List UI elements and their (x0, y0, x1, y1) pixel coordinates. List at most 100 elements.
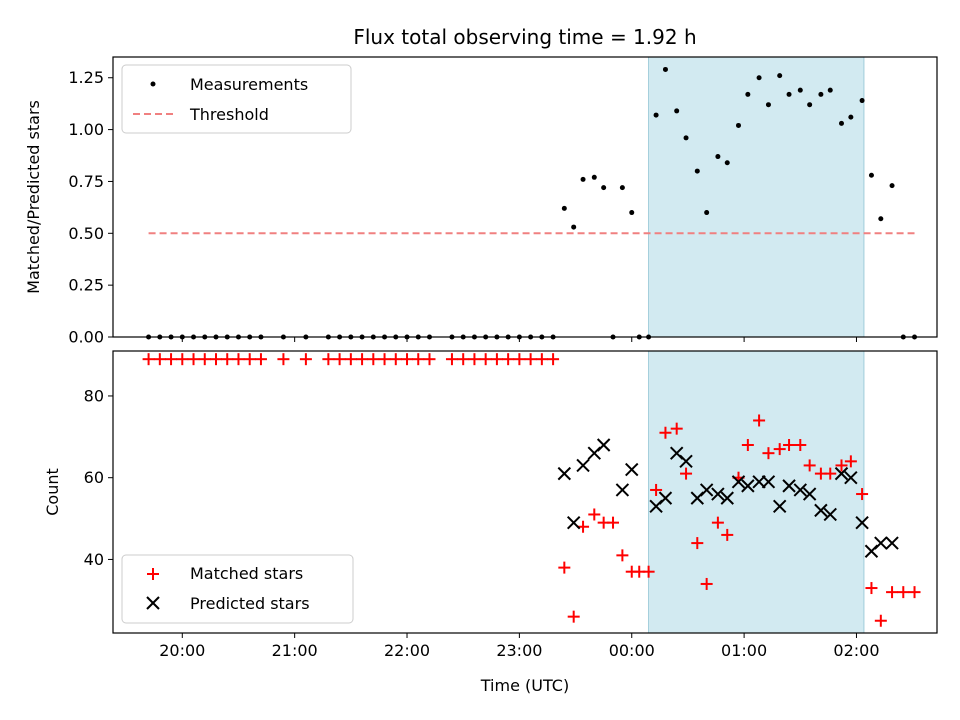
y-tick-label: 0.00 (68, 328, 104, 347)
y-tick-label: 1.25 (68, 68, 104, 87)
matched-star-point (908, 586, 921, 599)
matched-star-point (221, 353, 234, 366)
matched-star-point (650, 483, 663, 496)
matched-star-point (721, 528, 734, 541)
bottom-axes-frame (112, 350, 938, 634)
measurement-point (601, 185, 607, 191)
predicted-star-point (782, 479, 796, 493)
legend-measurements-label: Measurements (190, 75, 308, 94)
matched-star-point (558, 561, 571, 574)
matched-star-point (691, 537, 704, 550)
matched-star-point (670, 422, 683, 435)
bottom-y-axis-label: Count (43, 468, 62, 516)
matched-star-point (142, 353, 155, 366)
predicted-star-point (557, 466, 572, 481)
predicted-star-point (793, 483, 807, 497)
x-tick-label: 23:00 (496, 641, 542, 660)
chart-title: Flux total observing time = 1.92 h (353, 25, 696, 49)
matched-star-point (457, 353, 470, 366)
x-tick-label: 02:00 (833, 641, 879, 660)
measurement-point (683, 135, 689, 141)
predicted-star-point (814, 503, 828, 518)
matched-star-point (299, 353, 312, 366)
y-tick-label: 0.25 (68, 276, 104, 295)
top-axes-frame (112, 56, 938, 338)
bottom-axis-ticks: 40 60 80 20:00 21:00 22:00 23:00 00:00 01:00 02:0… (84, 386, 880, 660)
x-tick-label: 21:00 (272, 641, 318, 660)
bottom-legend: Matched stars Predicted stars (121, 554, 354, 624)
x-tick-label: 00:00 (609, 641, 655, 660)
top-legend: Measurements Threshold (121, 64, 352, 134)
measurement-point (827, 87, 833, 93)
matched-star-point (187, 353, 200, 366)
matched-star-point (490, 353, 503, 366)
matched-star-point (700, 577, 713, 590)
matched-star-point (198, 353, 211, 366)
matched-star-point (567, 610, 580, 623)
measurement-point (735, 122, 741, 128)
x-axis-label: Time (UTC) (480, 676, 569, 695)
x-tick-label: 20:00 (159, 641, 205, 660)
matched-star-point (367, 353, 380, 366)
measurement-point (591, 174, 597, 180)
measurement-point (765, 102, 771, 108)
matched-star-point (356, 353, 369, 366)
predicted-star-point (823, 507, 837, 522)
matched-star-point (773, 443, 786, 456)
measurement-point (818, 91, 824, 97)
top-panel: Flux total observing time = 1.92 h 0.00 0… (24, 25, 938, 347)
measurement-point (848, 114, 854, 120)
predicted-star-point (576, 458, 590, 473)
measurement-point (797, 87, 803, 93)
bottom-panel: 40 60 80 20:00 21:00 22:00 23:00 00:00 01:00 02:0… (43, 350, 938, 695)
legend-measurements-marker (150, 81, 156, 87)
top-plot-area (146, 66, 918, 340)
measurement-point (859, 98, 865, 104)
matched-star-point (210, 353, 222, 366)
measurement-point (756, 75, 762, 81)
predicted-star-point (615, 483, 630, 497)
y-tick-label: 1.00 (68, 120, 104, 139)
matched-star-point (412, 353, 425, 366)
predicted-star-point (658, 491, 673, 505)
measurement-point (807, 102, 813, 108)
matched-star-point (153, 353, 166, 366)
matched-star-point (502, 353, 515, 366)
matched-star-point (479, 353, 492, 366)
bottom-shaded-interval (648, 350, 865, 634)
matched-star-point (897, 586, 910, 599)
measurement-point (889, 183, 895, 189)
matched-star-point (607, 516, 620, 529)
predicted-star-point (699, 483, 714, 497)
matched-star-point (445, 353, 458, 366)
y-tick-label: 60 (84, 468, 104, 487)
measurement-point (561, 205, 567, 211)
predicted-star-point (720, 491, 734, 505)
measurement-point (629, 210, 635, 216)
predicted-star-point (802, 487, 817, 501)
shaded-interval-rect (648, 350, 865, 634)
matched-star-point (322, 353, 335, 366)
matched-star-point (680, 467, 693, 480)
matched-star-point (165, 353, 178, 366)
y-tick-label: 40 (84, 550, 104, 569)
predicted-star-point (625, 462, 639, 477)
measurement-point (694, 168, 700, 174)
predicted-star-point (855, 515, 869, 530)
measurement-point (745, 91, 751, 97)
measurement-point (786, 91, 792, 97)
matched-star-point (344, 353, 357, 366)
matched-star-point (803, 459, 816, 472)
measurement-point (580, 176, 586, 182)
shaded-interval-rect (648, 56, 865, 338)
matched-star-point (423, 353, 436, 366)
matched-star-point (856, 488, 869, 501)
matched-star-point (616, 549, 629, 562)
measurement-point (777, 73, 783, 79)
matched-star-point (741, 439, 754, 451)
matched-star-point (513, 353, 526, 366)
legend-matched-label: Matched stars (190, 564, 303, 583)
matched-star-point (401, 353, 414, 366)
matched-star-point (659, 426, 672, 439)
